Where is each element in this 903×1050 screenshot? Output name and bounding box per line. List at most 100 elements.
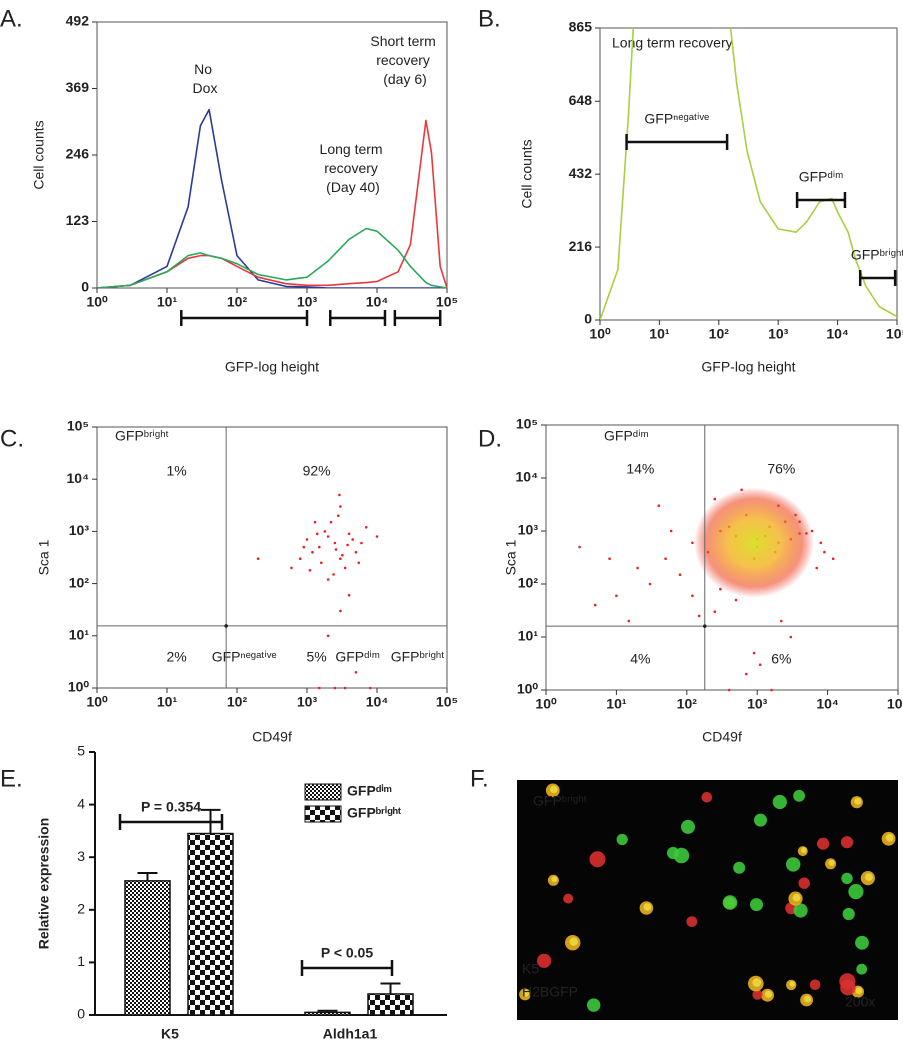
y-tick-label: 0 [81,279,89,295]
x-tick-label: 10³ [768,326,789,342]
event-dot [320,561,323,565]
cell [839,973,856,990]
y-tick-label: 10⁴ [516,469,539,485]
cell [722,895,738,910]
event-dot [789,635,793,639]
event-dot [727,688,731,692]
y-tick-label: 10⁰ [517,681,539,697]
event-dot [578,545,581,549]
stain-label: K5 [522,961,539,977]
event-dot [334,548,338,551]
x-tick-label: 10³ [297,694,318,710]
panel-label: B. [478,5,501,32]
event-dot [323,530,327,533]
event-dot [360,541,363,545]
event-dot [368,686,372,690]
cell [786,857,801,872]
error-bar [137,871,158,881]
cell [809,979,821,991]
y-tick-label: 865 [569,19,593,35]
error-bar [380,982,401,994]
y-tick-label: 10² [518,575,539,591]
event-dot [815,566,818,570]
event-dot [326,578,330,581]
series-line [600,28,897,320]
event-dot [713,497,717,501]
event-dot [339,505,342,508]
cell [754,813,767,827]
cell-nucleus [854,797,862,805]
x-tick-label: 10¹ [157,694,178,710]
y-tick-label: 10¹ [518,628,539,644]
magnification: 200x [845,994,875,1010]
plot-frame [545,424,899,691]
x-tick-label: 10² [227,694,248,710]
y-tick-label: 10³ [518,522,539,538]
event-dot [326,634,330,638]
event-dot [780,619,783,623]
x-tick-label: 10³ [297,294,318,310]
gate-label: GFPⁿᵉᵍᵃᵗⁱᵛᵉ [644,111,709,127]
plot-frame [96,426,448,689]
legend-swatch [304,783,342,801]
y-tick-label: 492 [66,13,90,29]
event-dot [347,593,351,597]
y-tick-label: 369 [66,79,90,95]
cell [840,836,854,849]
x-tick-label: 10⁰ [589,326,611,342]
event-dot [364,526,368,529]
cell [587,998,601,1012]
event-dot [823,550,826,554]
panel-label: E. [0,765,23,792]
event-dot [691,594,694,598]
cell-nucleus [865,873,873,881]
y-tick-label: 123 [66,212,90,228]
cell-nucleus [792,893,801,902]
gate-name: GFPᵇʳⁱᵍʰᵗ [115,428,169,444]
event-dot [627,619,631,623]
gate-name: GFPᵈⁱᵐ [604,428,649,444]
quadrant-percent: 5% [306,649,326,665]
x-tick-label: 10⁴ [366,294,389,310]
x-tick-label: 10⁴ [826,326,849,342]
cell-nucleus [752,978,762,987]
density-core [693,487,814,598]
cell [842,907,855,921]
y-tick-label: 10² [69,574,90,590]
gate-label: GFPᵈⁱᵐ [335,649,380,665]
event-dot [697,614,701,618]
cell [589,851,606,868]
x-tick-label: 10⁰ [86,294,108,310]
quadrant-percent: 76% [767,461,795,477]
series-line [97,227,447,288]
y-tick-label: 648 [569,92,593,108]
cell [563,893,574,904]
y-tick-label: 4 [77,795,85,811]
event-dot [770,688,773,692]
event-dot [333,686,337,690]
event-dot [691,541,694,545]
x-tick-label: 10⁵ [886,326,903,342]
p-value: P < 0.05 [321,945,374,961]
significance-bracket [118,814,224,830]
gate-label: GFPᵈⁱᵐ [799,169,844,185]
x-tick-label: 10¹ [157,294,178,310]
x-tick-label: Aldh1a1 [323,1026,378,1042]
cell [793,903,808,918]
panel-label: C. [0,425,24,452]
event-dot [338,493,341,497]
cell-nucleus [643,903,652,911]
y-tick-label: 10³ [69,522,90,538]
x-axis-label: CD49f [252,729,292,745]
event-dot [341,553,344,557]
event-dot [346,543,349,547]
panel-label: F. [470,765,489,792]
event-dot [333,541,337,545]
event-dot [752,651,756,655]
event-dot [313,520,317,524]
y-tick-label: 10⁴ [67,470,90,486]
y-axis-label: Cell counts [519,139,535,208]
quadrant-percent: 6% [771,651,791,667]
cell-nucleus [855,987,863,995]
series-label: Short term recovery (day 6) [370,33,439,87]
